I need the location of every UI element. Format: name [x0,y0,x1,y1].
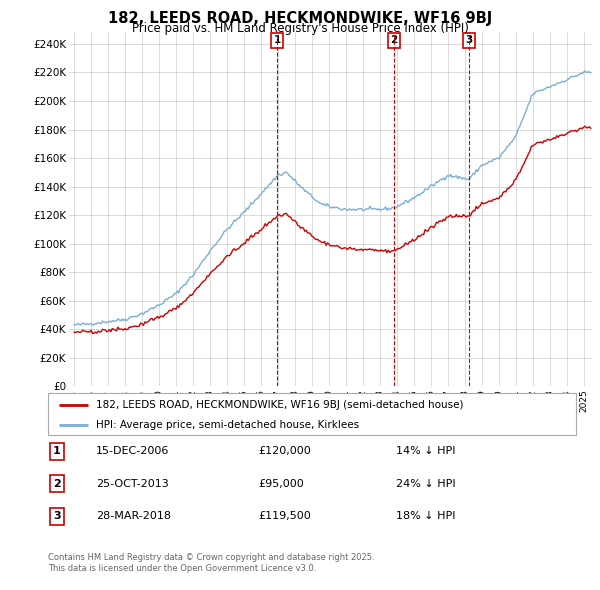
Text: 25-OCT-2013: 25-OCT-2013 [96,479,169,489]
Text: Price paid vs. HM Land Registry's House Price Index (HPI): Price paid vs. HM Land Registry's House … [131,22,469,35]
Text: 2: 2 [390,35,397,45]
Text: £95,000: £95,000 [258,479,304,489]
Text: £119,500: £119,500 [258,512,311,521]
Text: £120,000: £120,000 [258,447,311,456]
Text: 182, LEEDS ROAD, HECKMONDWIKE, WF16 9BJ (semi-detached house): 182, LEEDS ROAD, HECKMONDWIKE, WF16 9BJ … [95,400,463,410]
Text: 15-DEC-2006: 15-DEC-2006 [96,447,169,456]
Text: 3: 3 [465,35,472,45]
Text: 182, LEEDS ROAD, HECKMONDWIKE, WF16 9BJ: 182, LEEDS ROAD, HECKMONDWIKE, WF16 9BJ [108,11,492,25]
Text: 2: 2 [53,479,61,489]
Text: HPI: Average price, semi-detached house, Kirklees: HPI: Average price, semi-detached house,… [95,420,359,430]
Text: 3: 3 [53,512,61,521]
Text: 28-MAR-2018: 28-MAR-2018 [96,512,171,521]
Text: 14% ↓ HPI: 14% ↓ HPI [396,447,455,456]
Text: 18% ↓ HPI: 18% ↓ HPI [396,512,455,521]
Text: Contains HM Land Registry data © Crown copyright and database right 2025.
This d: Contains HM Land Registry data © Crown c… [48,553,374,573]
Text: 1: 1 [53,447,61,456]
Text: 1: 1 [274,35,281,45]
Text: 24% ↓ HPI: 24% ↓ HPI [396,479,455,489]
